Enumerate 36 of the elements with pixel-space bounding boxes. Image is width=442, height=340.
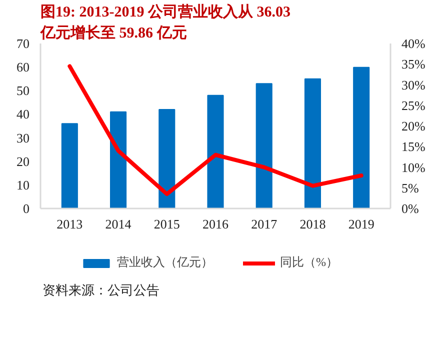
y2-tick-label: 0% xyxy=(402,201,419,216)
y2-tick-label: 15% xyxy=(402,139,426,154)
bar xyxy=(256,83,272,209)
legend-label: 同比（%） xyxy=(280,254,338,271)
legend-label: 营业收入（亿元） xyxy=(117,254,213,271)
line-series xyxy=(68,64,364,196)
y2-tick-label: 10% xyxy=(402,160,426,175)
y-tick-label: 20 xyxy=(16,154,30,169)
y-tick-label: 30 xyxy=(16,130,30,146)
x-tick-label: 2014 xyxy=(105,216,132,232)
y2-tick-label: 20% xyxy=(402,118,426,134)
y-tick-label: 70 xyxy=(16,36,30,51)
bar xyxy=(207,94,224,209)
bar xyxy=(110,111,127,209)
x-tick-label: 2019 xyxy=(348,216,374,232)
bar xyxy=(61,123,78,209)
y2-tick-label: 35% xyxy=(402,56,426,72)
x-tick-label: 2017 xyxy=(251,216,278,232)
bar xyxy=(304,78,321,209)
y-tick-label: 60 xyxy=(16,60,30,75)
y2-tick-label: 30% xyxy=(402,77,426,92)
x-tick-label: 2016 xyxy=(202,216,229,232)
x-tick-label: 2015 xyxy=(154,216,180,232)
x-tick-label: 2013 xyxy=(56,216,83,232)
text: 资料来源：公司公告 xyxy=(42,282,160,298)
x-tick-label: 2018 xyxy=(300,216,326,232)
chart-title: 图19: 2013-2019 公司营业收入从 36.03 亿元增长至 59.86 亿元 xyxy=(40,4,290,42)
y2-tick-label: 5% xyxy=(402,180,419,196)
bar xyxy=(158,109,176,209)
y2-tick-label: 25% xyxy=(402,98,426,113)
bar xyxy=(353,66,370,209)
y2-tick-label: 40% xyxy=(402,36,426,51)
y-tick-label: 10 xyxy=(16,177,30,192)
y-tick-label: 40 xyxy=(16,106,30,122)
y-tick-label: 0 xyxy=(23,201,30,216)
y-tick-label: 50 xyxy=(16,83,30,98)
